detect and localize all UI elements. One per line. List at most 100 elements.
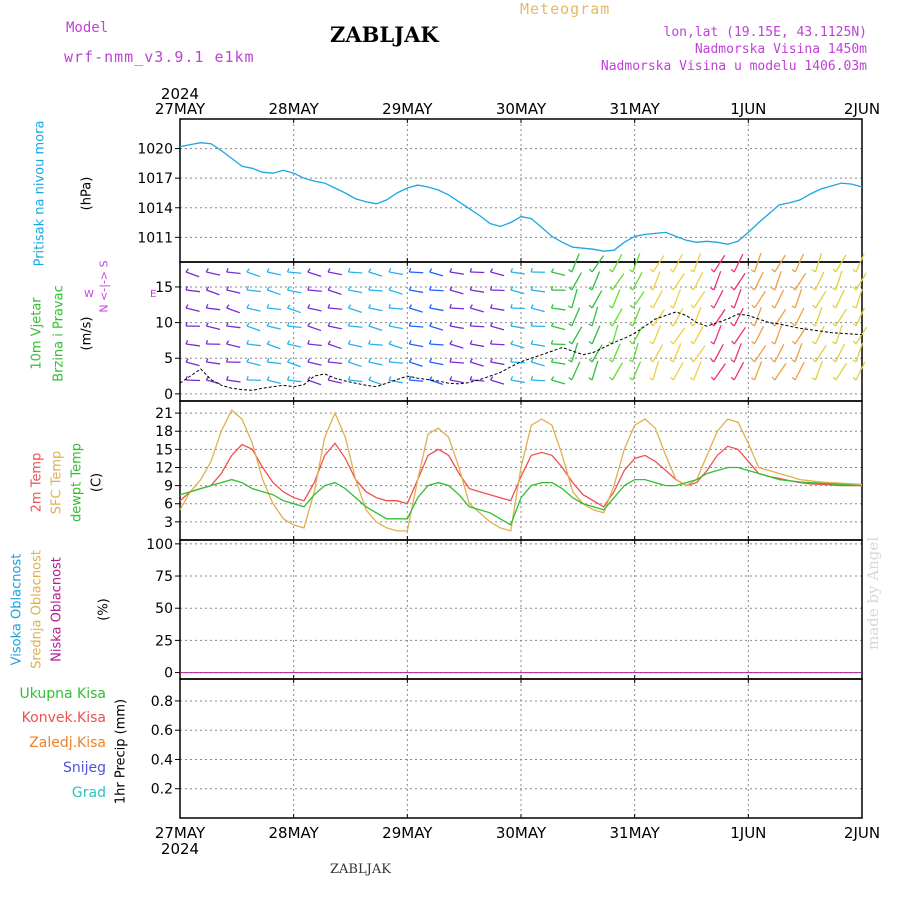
- wind-barb: [185, 271, 200, 278]
- wind-barb: [672, 289, 682, 309]
- wind-barb-flag: [771, 341, 776, 345]
- y-tick-label: 50: [155, 601, 173, 617]
- wind-barb: [814, 290, 827, 309]
- wind-barb-flag: [750, 269, 755, 273]
- wind-barb-flag: [550, 322, 555, 327]
- wind-barb-flag: [449, 358, 452, 363]
- wind-barb: [246, 271, 261, 278]
- wind-barb-flag: [185, 358, 189, 363]
- wind-barb-flag: [347, 286, 351, 291]
- wind-barb: [388, 271, 403, 276]
- wind-barb: [327, 325, 342, 330]
- wind-barb: [611, 273, 625, 291]
- wind-barb: [713, 254, 726, 273]
- wind-barb: [449, 325, 464, 330]
- wind-barb-flag: [185, 286, 189, 291]
- wind-barb: [267, 307, 282, 311]
- wind-barb: [530, 361, 545, 367]
- y-tick-label: 0.6: [151, 723, 173, 739]
- wind-barb: [835, 343, 846, 363]
- wind-barb-flag: [246, 340, 250, 345]
- wind-barb: [409, 307, 423, 313]
- wind-barb: [348, 325, 363, 328]
- wind-barb: [388, 325, 403, 330]
- wind-barb-flag: [246, 268, 250, 273]
- lonlat-label: lon,lat (19.15E, 43.1125N): [663, 25, 868, 40]
- wind-barb-flag: [226, 322, 229, 327]
- wind-barb-flag: [609, 286, 613, 291]
- wind-barb-flag: [469, 267, 473, 273]
- top-tick-label: 31MAY: [610, 100, 661, 118]
- wind-barb: [328, 307, 343, 310]
- wind-barb-flag: [429, 304, 432, 309]
- wind-barb: [794, 361, 805, 381]
- wind-barb: [530, 307, 545, 313]
- wind-barb: [611, 362, 623, 381]
- wind-barb: [814, 360, 823, 381]
- wind-barb-flag: [225, 357, 229, 363]
- wind-barb: [733, 307, 744, 327]
- wind-barb: [226, 379, 241, 383]
- bottom-tick-label: 2JUN: [844, 824, 880, 842]
- wind-barb-flag: [469, 304, 473, 309]
- wind-barb: [368, 289, 383, 292]
- wind-barb-flag: [649, 377, 654, 381]
- wind-barb-flag: [368, 268, 372, 273]
- wind-barb: [753, 271, 764, 291]
- wind-barb: [835, 289, 845, 309]
- bottom-tick-label: 30MAY: [496, 824, 547, 842]
- wind-barb-flag: [811, 340, 816, 345]
- wind-barb: [267, 289, 281, 296]
- model-name: wrf-nmm_v3.9.1 e1km: [64, 48, 255, 66]
- wind-barb: [185, 361, 200, 367]
- wind-barb-flag: [469, 322, 473, 327]
- wind-barb: [814, 252, 823, 273]
- wind-barb-flag: [852, 376, 857, 381]
- wind-barb: [713, 344, 724, 363]
- wind-barb-flag: [429, 376, 433, 381]
- wind-barb-flag: [327, 268, 331, 273]
- wind-barb-flag: [408, 322, 412, 327]
- wind-barb: [287, 343, 302, 348]
- wind-barb-flag: [388, 286, 392, 291]
- wind-barb-flag: [530, 358, 534, 363]
- wind-barb: [348, 289, 363, 294]
- wind-barb: [490, 379, 505, 385]
- wind-barb: [692, 361, 702, 381]
- wind-barb: [611, 254, 623, 273]
- wind-barb-flag: [628, 359, 634, 363]
- wind-barb-flag: [489, 285, 493, 291]
- wind-barb-flag: [449, 304, 452, 309]
- wind-barb-flag: [710, 376, 715, 381]
- wind-barb: [267, 325, 281, 330]
- wind-barb: [226, 307, 240, 314]
- bottom-year-label: 2024: [161, 840, 199, 858]
- wind-barb: [510, 271, 525, 275]
- wind-barb-flag: [771, 376, 776, 381]
- wind-barb: [591, 306, 599, 327]
- wind-barb: [307, 325, 322, 332]
- wind-barb: [693, 345, 706, 363]
- wind-barb: [855, 253, 865, 273]
- wind-barb-flag: [429, 286, 432, 291]
- wind-barb: [551, 307, 566, 311]
- wind-barb-flag: [510, 286, 514, 291]
- wind-barb: [774, 363, 787, 381]
- wind-barb-flag: [629, 377, 634, 381]
- legend-total-rain: Ukupna Kisa: [19, 686, 106, 702]
- wind-barb-flag: [469, 340, 473, 345]
- wind-barb: [429, 307, 444, 312]
- wind-barb-flag: [347, 376, 351, 381]
- wind-barb: [246, 343, 261, 347]
- wind-barb-flag: [469, 376, 473, 381]
- wind-barb-flag: [489, 376, 494, 381]
- y-tick-label: 10: [155, 316, 173, 332]
- wind-barb-flag: [568, 340, 573, 345]
- wind-barb: [368, 379, 383, 386]
- y-tick-label: 0.8: [151, 694, 173, 710]
- wind-barb-flag: [327, 358, 331, 363]
- top-tick-label: 27MAY: [155, 100, 206, 118]
- wind-barb-flag: [669, 305, 674, 309]
- wind-barb-flag: [327, 322, 331, 327]
- wind-barb-flag: [408, 304, 413, 309]
